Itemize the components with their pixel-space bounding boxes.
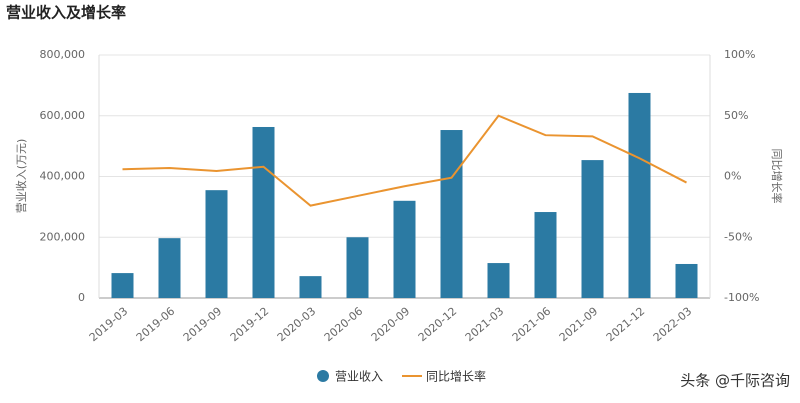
legend-swatch (317, 370, 329, 382)
y-tick-label: 200,000 (40, 230, 86, 243)
y-tick-label: 600,000 (40, 109, 86, 122)
y-axis-title: 营业收入(万元) (14, 139, 28, 214)
bar (158, 238, 181, 298)
x-tick-label: 2020-09 (369, 305, 413, 345)
bar (440, 130, 463, 298)
x-tick-label: 2019-12 (228, 305, 272, 345)
x-tick-label: 2019-03 (87, 305, 131, 345)
bar (111, 273, 134, 298)
x-tick-label: 2022-03 (651, 305, 695, 345)
bar (205, 190, 228, 298)
bar (581, 160, 604, 298)
bar (346, 237, 369, 298)
bar (299, 276, 322, 298)
legend-label: 营业收入 (335, 370, 383, 384)
x-tick-label: 2020-06 (322, 305, 366, 345)
chart-title: 营业收入及增长率 (6, 4, 126, 22)
y2-tick-label: -100% (724, 291, 759, 304)
footer: 头条 @千际咨询 (680, 372, 790, 390)
x-tick-label: 2020-03 (275, 305, 319, 345)
y-tick-label: 800,000 (40, 48, 86, 61)
x-tick-label: 2019-09 (181, 305, 225, 345)
x-tick-label: 2021-06 (510, 305, 554, 345)
legend-label: 同比增长率 (426, 369, 486, 384)
y2-tick-label: -50% (724, 230, 752, 243)
bar (252, 126, 275, 299)
x-tick-label: 2021-03 (463, 305, 507, 345)
x-tick-label: 2020-12 (416, 305, 460, 345)
bar (487, 263, 510, 298)
y2-tick-label: 100% (724, 48, 755, 61)
y-tick-label: 400,000 (40, 170, 86, 183)
line (122, 114, 687, 207)
x-tick-label: 2021-12 (604, 305, 648, 345)
bar (393, 200, 416, 298)
bar (534, 212, 557, 298)
y2-axis-title: 同比增长率 (770, 149, 784, 204)
bar (628, 92, 651, 298)
y2-tick-label: 50% (724, 109, 748, 122)
x-tick-label: 2019-06 (134, 305, 178, 345)
bar (675, 263, 698, 298)
x-tick-label: 2021-09 (557, 305, 601, 345)
y-tick-label: 0 (78, 291, 85, 304)
y2-tick-label: 0% (724, 170, 741, 183)
